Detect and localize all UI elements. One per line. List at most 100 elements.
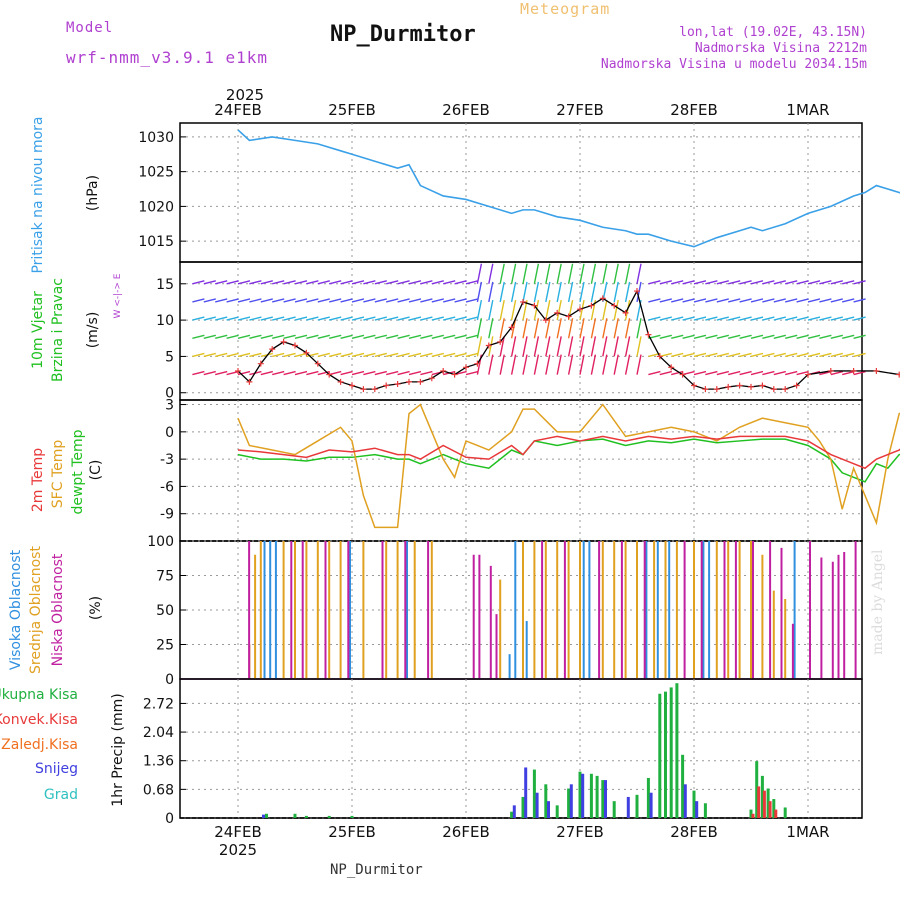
precip-ytick-label: 2.04 — [143, 725, 174, 741]
wind-speed-marker — [520, 298, 526, 305]
wind-barb — [226, 316, 239, 321]
wind-barb — [329, 334, 342, 339]
wind-barb — [283, 316, 296, 321]
wind-barb — [728, 298, 741, 303]
wind-barb — [624, 336, 631, 357]
wind-barb — [705, 370, 718, 376]
date-label-bottom: 26FEB — [442, 823, 489, 841]
wind-barb — [556, 263, 562, 284]
wind-speed-marker — [759, 382, 766, 389]
wind-barb — [613, 281, 619, 303]
wind-speed-marker — [314, 360, 321, 367]
wind-barb — [340, 352, 353, 358]
wind-barb — [192, 280, 205, 285]
wind-barb — [397, 316, 410, 321]
total-precip-bar — [544, 784, 548, 818]
total-precip-bar — [772, 799, 776, 818]
wind-barb — [590, 281, 597, 303]
wind-speed-marker — [770, 386, 777, 393]
wind-speed-marker — [554, 309, 561, 316]
precip-ylabel: 1hr Precip (mm) — [110, 693, 126, 806]
wind-barb — [306, 370, 319, 376]
wind-barb — [465, 352, 479, 358]
wind-barb — [693, 316, 707, 321]
wind-barb — [374, 280, 387, 285]
wind-barb — [750, 280, 764, 285]
wind-barb — [842, 298, 855, 303]
wind-barb — [237, 334, 251, 339]
wind-barb — [249, 280, 262, 285]
wind-barb — [260, 316, 273, 321]
wind-barb — [420, 280, 433, 285]
wind-barb — [762, 316, 775, 321]
wind-barb — [682, 316, 695, 321]
wind-barb — [762, 352, 775, 358]
wind-speed-marker — [508, 324, 515, 331]
total-precip-bar — [567, 788, 571, 818]
wind-speed-marker — [485, 342, 492, 349]
wind-barb — [488, 263, 494, 284]
wind-barb — [397, 280, 410, 285]
wind-barb — [351, 316, 365, 321]
wind-barb — [465, 370, 479, 376]
wind-barb — [773, 352, 786, 358]
temperature-ytick-label: -9 — [160, 507, 174, 523]
wind-barb — [306, 352, 319, 358]
wind-barb — [203, 280, 216, 285]
date-label-bottom: 1MAR — [786, 823, 829, 841]
wind-barb — [488, 336, 494, 357]
snow-bar — [581, 773, 585, 818]
wind-barb — [420, 334, 433, 339]
meteogram-label: Meteogram — [520, 0, 611, 18]
wind-barb — [671, 298, 684, 303]
wind-speed-marker — [588, 302, 595, 309]
wind-barb — [329, 316, 342, 321]
wind-barb — [454, 280, 467, 285]
wind-barb — [796, 370, 809, 376]
date-label-bottom: 24FEB — [214, 823, 261, 841]
wind-barb — [408, 370, 422, 376]
wind-barb — [842, 352, 855, 358]
wind-barb — [602, 263, 608, 284]
wind-barb — [533, 263, 540, 284]
wind-barb — [431, 298, 444, 303]
station-name: NP_Durmitor — [330, 862, 423, 878]
wind-barb — [431, 334, 444, 339]
wind-barb — [590, 336, 597, 357]
precip-legend-item: Zaledj.Kisa — [1, 737, 78, 753]
wind-barb — [556, 354, 562, 375]
wind-barb — [283, 280, 296, 285]
wind-speed-marker — [873, 367, 880, 374]
wind-barb — [386, 370, 399, 376]
wind-barb — [443, 316, 456, 321]
wind-barb — [317, 298, 330, 303]
wind-barb — [454, 334, 467, 339]
wind-speed-marker — [645, 331, 652, 338]
date-label-bottom: 27FEB — [556, 823, 603, 841]
wind-barb — [294, 280, 308, 285]
wind-speed-marker — [805, 371, 811, 378]
total-precip-bar — [755, 761, 759, 818]
wind-barb — [545, 336, 551, 357]
t2m-line — [237, 435, 900, 470]
wind-barb — [226, 298, 239, 303]
precip-ytick-label: 2.72 — [143, 696, 174, 712]
wind-barb — [636, 354, 642, 375]
dewpt-ylabel: dewpt Temp — [70, 429, 86, 514]
wind-barb — [249, 334, 262, 339]
wind-barb — [762, 370, 775, 376]
wind-barb — [454, 316, 467, 321]
wind-barb — [796, 298, 809, 303]
wind-speed-marker — [257, 360, 264, 367]
wind-barb — [499, 263, 505, 284]
wind-barb — [386, 280, 399, 285]
wind-barb — [533, 299, 540, 321]
wind-speed-marker — [326, 371, 333, 378]
clouds-ytick-label: 100 — [147, 534, 174, 550]
wind-barb — [192, 298, 205, 303]
wind-barb — [762, 298, 775, 303]
year-label-bottom: 2025 — [219, 841, 257, 859]
temperature-ytick-label: -3 — [160, 452, 174, 468]
wind-barb — [363, 298, 376, 303]
